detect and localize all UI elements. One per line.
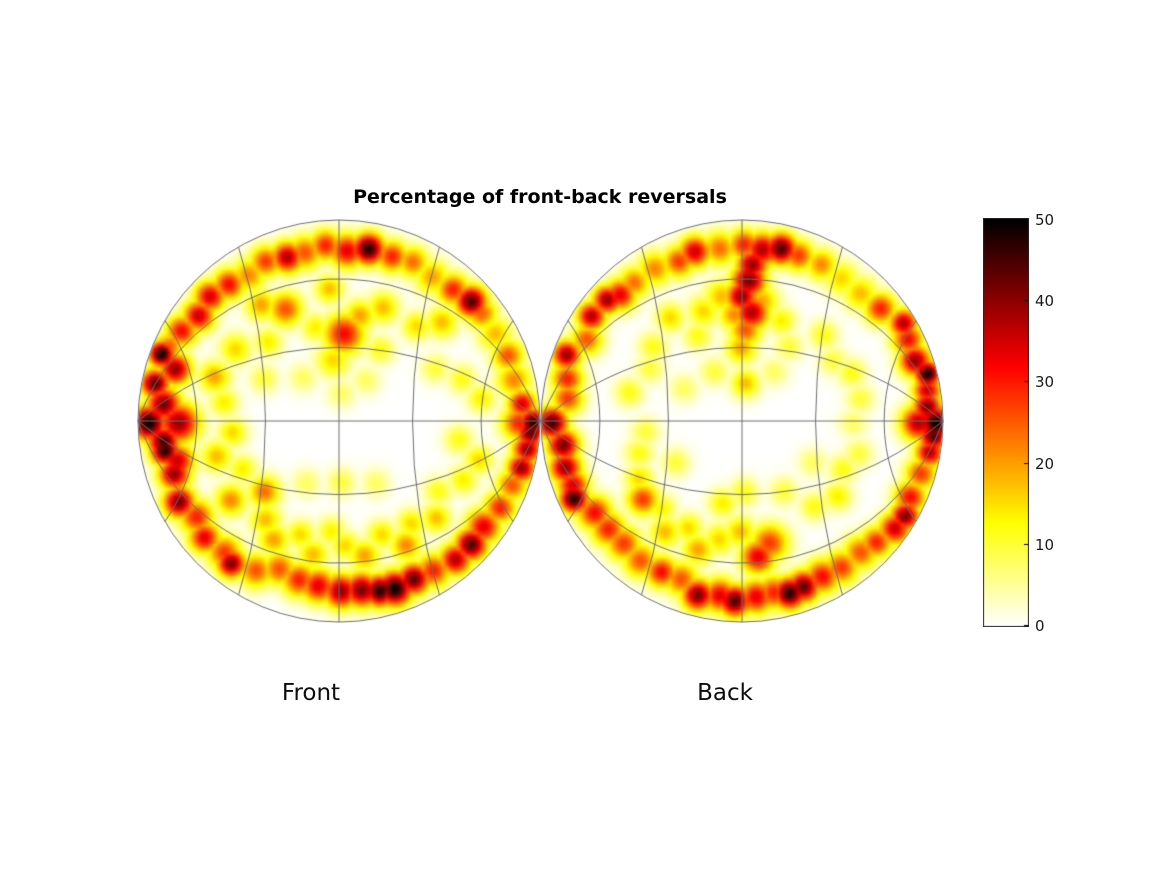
colorbar-tick-label: 10 bbox=[1035, 535, 1055, 554]
back-hemisphere-heatmap bbox=[540, 219, 944, 623]
figure-title: Percentage of front-back reversals bbox=[353, 186, 727, 208]
colorbar-tick-label: 0 bbox=[1035, 616, 1045, 635]
front-hemisphere-heatmap bbox=[137, 219, 541, 623]
colorbar-gradient bbox=[983, 218, 1029, 627]
front-panel-label: Front bbox=[281, 680, 341, 706]
colorbar-tick-label: 20 bbox=[1035, 454, 1055, 473]
colorbar-tick-label: 50 bbox=[1035, 210, 1055, 229]
colorbar-tick-label: 40 bbox=[1035, 291, 1055, 310]
colorbar-tick-labels: 0 10 20 30 40 50 bbox=[1035, 211, 1075, 635]
back-panel-label: Back bbox=[697, 680, 753, 706]
colorbar-tick-label: 30 bbox=[1035, 372, 1055, 391]
